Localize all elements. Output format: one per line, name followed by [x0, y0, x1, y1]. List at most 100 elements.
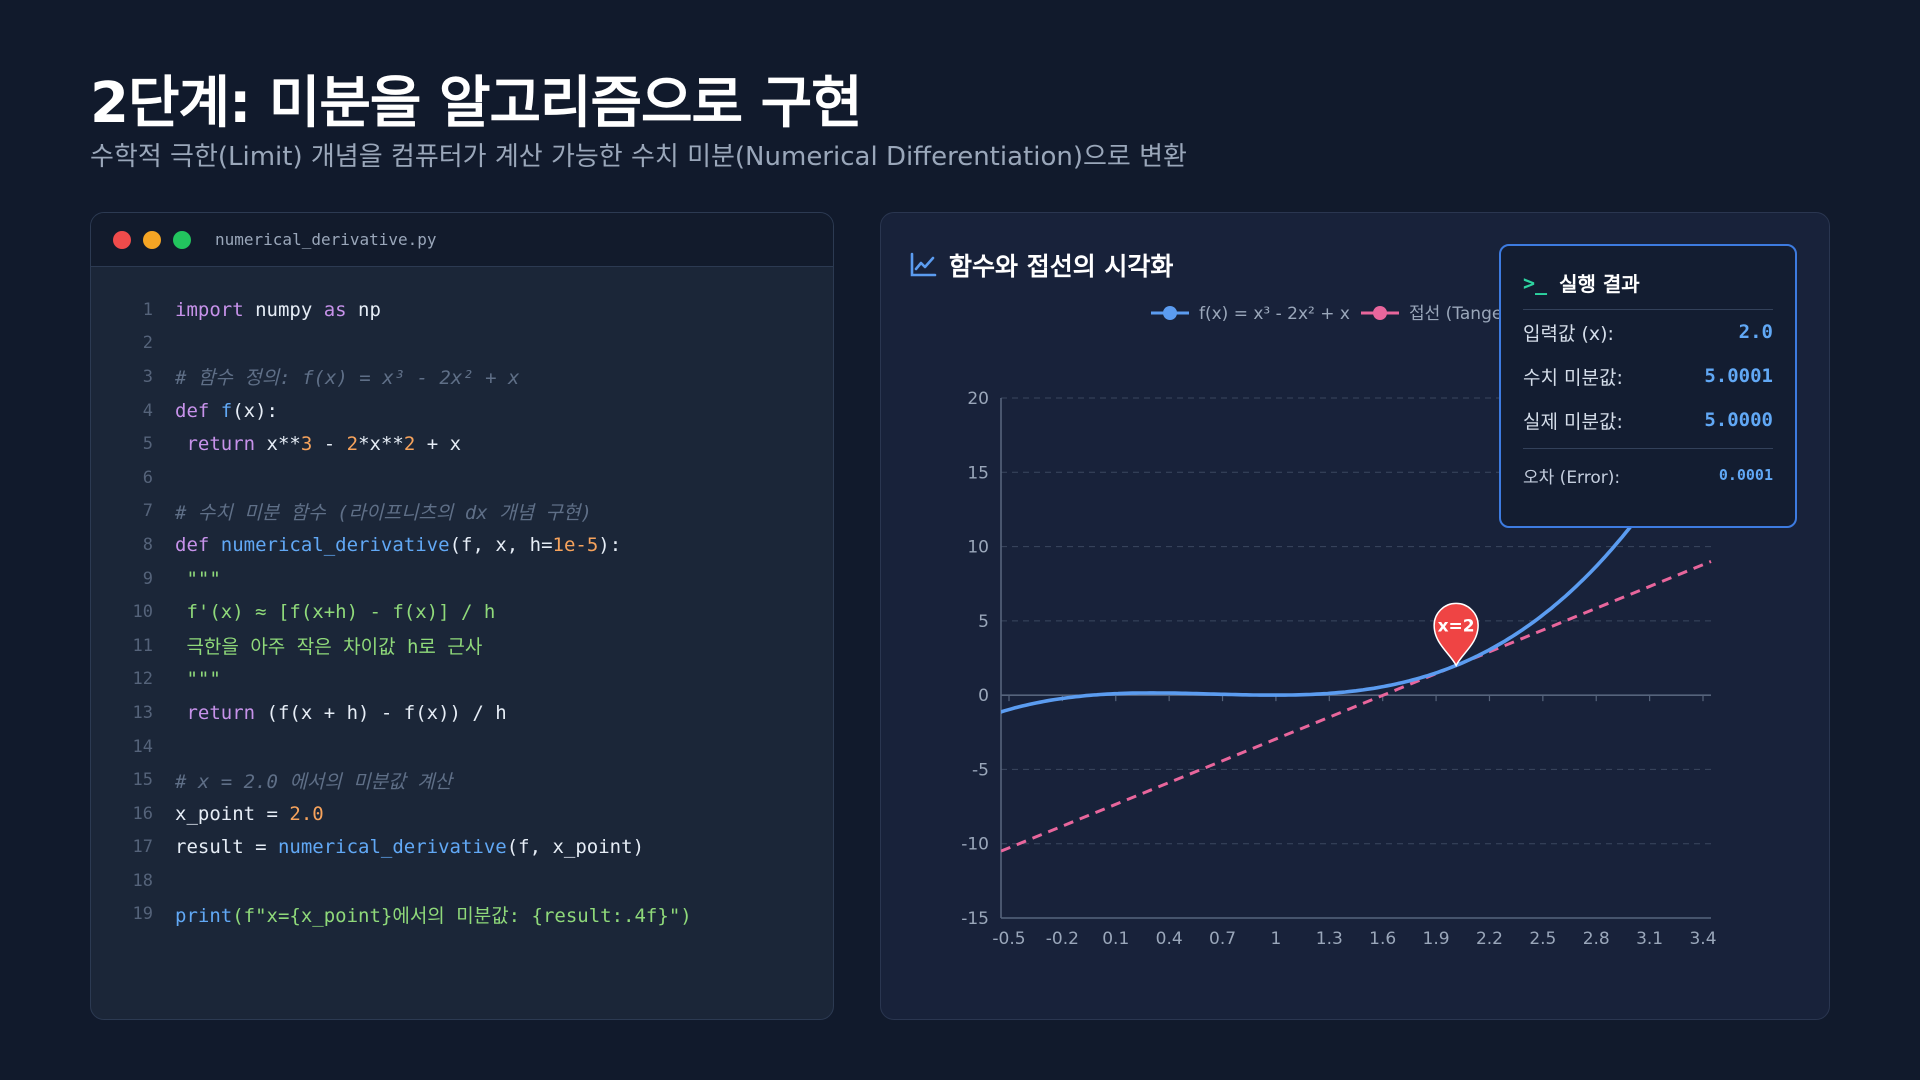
result-value: 2.0 — [1738, 321, 1773, 343]
code-text: return (f(x + h) - f(x)) / h — [153, 701, 507, 724]
code-text: # 수치 미분 함수 (라이프니츠의 dx 개념 구현) — [153, 498, 592, 525]
code-token: numerical_derivative — [220, 533, 450, 556]
code-line: 9 """ — [91, 562, 833, 596]
result-title: 실행 결과 — [1559, 272, 1640, 296]
terminal-prompt-icon: >_ — [1523, 270, 1548, 295]
code-text: import numpy as np — [153, 299, 381, 321]
line-number: 3 — [142, 366, 153, 387]
code-token: import — [175, 298, 244, 321]
plot-series-group — [1001, 402, 1713, 853]
function-curve — [1001, 402, 1713, 714]
result-value: 5.0001 — [1704, 365, 1773, 387]
code-token: x_point = — [175, 802, 290, 825]
line-number: 1 — [142, 299, 153, 320]
code-token: *x** — [358, 433, 404, 456]
minimize-window-dot[interactable] — [143, 230, 161, 249]
code-token: def — [175, 399, 210, 422]
code-line: 8 def numerical_derivative(f, x, h=1e-5): — [91, 528, 833, 562]
code-token: numerical_derivative — [277, 836, 507, 859]
result-value: 0.0001 — [1718, 466, 1773, 484]
code-token: np — [346, 298, 381, 321]
close-window-dot[interactable] — [113, 230, 131, 249]
code-line: 7 # 수치 미분 함수 (라이프니츠의 dx 개념 구현) — [91, 495, 833, 529]
result-row-numerical: 수치 미분값: 5.0001 — [1523, 354, 1773, 398]
code-token: # 함수 정의: f(x) = x³ - 2x² + x — [175, 367, 520, 390]
result-row-error: 오차 (Error): 0.0001 — [1523, 449, 1773, 501]
chart-canvas[interactable]: 20 15 10 5 0 -5 -10 -15-0.5 -0.2 0.1 0.4 0.7 1 1.3 1.6… — [881, 213, 1830, 1020]
code-line: 13 return (f(x + h) - f(x)) / h — [91, 696, 833, 730]
y-tick-label: -15 — [961, 909, 989, 929]
line-number: 7 — [142, 501, 153, 522]
result-label: 실제 미분값: — [1523, 410, 1623, 433]
result-row-input: 입력값 (x): 2.0 — [1523, 310, 1773, 354]
x-tick-label: 1.3 — [1316, 929, 1343, 949]
line-number: 19 — [132, 904, 153, 925]
code-token: (f(x + h) - f(x)) / h — [255, 701, 507, 724]
code-text: return x**3 - 2*x**2 + x — [153, 433, 461, 455]
x2-marker-pin: x=2 — [1433, 602, 1479, 668]
x-tick-label: 2.8 — [1583, 929, 1610, 949]
code-token: 3 — [300, 433, 313, 456]
x-tick-label: 1 — [1271, 929, 1282, 949]
code-token: numpy — [243, 298, 324, 321]
line-number: 6 — [142, 467, 153, 488]
code-token — [175, 702, 186, 724]
line-number: 9 — [142, 568, 153, 589]
code-token: as — [323, 298, 347, 321]
y-tick-label: 5 — [978, 612, 989, 632]
code-text: def f(x): — [153, 400, 278, 422]
code-token: """ — [175, 567, 221, 590]
x-tick-label: -0.5 — [992, 929, 1025, 949]
code-line: 14 — [91, 730, 833, 764]
code-line: 19 print(f"x={x_point}에서의 미분값: {result:.4… — [91, 898, 833, 932]
code-token: (x): — [232, 399, 278, 422]
result-label: 오차 (Error): — [1523, 467, 1621, 488]
x-tick-label: 2.5 — [1529, 929, 1556, 949]
y-tick-label: 15 — [967, 463, 989, 483]
code-token: 극한을 아주 작은 차이값 h로 근사 — [175, 636, 483, 659]
code-token: (f, x, h= — [449, 533, 553, 556]
code-line: 10 f'(x) ≈ [f(x+h) - f(x)] / h — [91, 595, 833, 629]
code-token: f — [220, 399, 233, 422]
x-tick-label: 0.1 — [1102, 929, 1129, 949]
x-tick-label: 1.6 — [1369, 929, 1396, 949]
code-text: x_point = 2.0 — [153, 803, 324, 825]
y-tick-label: -5 — [972, 760, 989, 780]
page-title: 2단계: 미분을 알고리즘으로 구현 — [90, 71, 863, 136]
x-tick-label: 2.2 — [1476, 929, 1503, 949]
code-line: 16 x_point = 2.0 — [91, 797, 833, 831]
y-tick-label: -10 — [961, 835, 989, 855]
tangent-line — [1001, 560, 1712, 853]
line-number: 2 — [142, 333, 153, 354]
code-text: f'(x) ≈ [f(x+h) - f(x)] / h — [153, 601, 495, 623]
result-divider — [1523, 448, 1773, 449]
marker-label: x=2 — [1438, 616, 1475, 636]
code-text: """ — [153, 567, 221, 590]
code-token: + x — [415, 433, 462, 456]
code-line: 5 return x**3 - 2*x**2 + x — [91, 427, 833, 461]
code-text: result = numerical_derivative(f, x_point… — [153, 836, 644, 858]
legend-marker — [1373, 306, 1387, 320]
code-line: 6 — [91, 461, 833, 495]
code-token: def — [175, 533, 210, 556]
code-token: (f, x_point) — [506, 836, 645, 859]
code-text: print(f"x={x_point}에서의 미분값: {result:.4f}… — [153, 901, 692, 928]
line-number: 14 — [132, 736, 153, 757]
code-line: 1 import numpy as np — [91, 293, 833, 327]
marker-pin-shape — [1433, 602, 1479, 668]
x-tick-label: 3.4 — [1689, 929, 1716, 949]
y-tick-label: 10 — [967, 538, 989, 558]
result-row-actual: 실제 미분값: 5.0000 — [1523, 398, 1773, 442]
code-token: return — [186, 701, 256, 724]
maximize-window-dot[interactable] — [173, 230, 191, 249]
line-chart-icon — [910, 252, 937, 277]
line-number: 10 — [132, 602, 153, 623]
x-tick-label: 0.4 — [1156, 929, 1183, 949]
code-body[interactable]: 1 import numpy as np 2 3 # 함수 정의: f(x) = x³ … — [91, 267, 833, 931]
code-line: 15 # x = 2.0 에서의 미분값 계산 — [91, 763, 833, 797]
code-token: 1e-5 — [552, 533, 599, 556]
x-tick-label: -0.2 — [1046, 929, 1079, 949]
x-tick-label: 0.7 — [1209, 929, 1236, 949]
code-token: return — [186, 433, 256, 456]
code-token: x** — [255, 433, 301, 456]
